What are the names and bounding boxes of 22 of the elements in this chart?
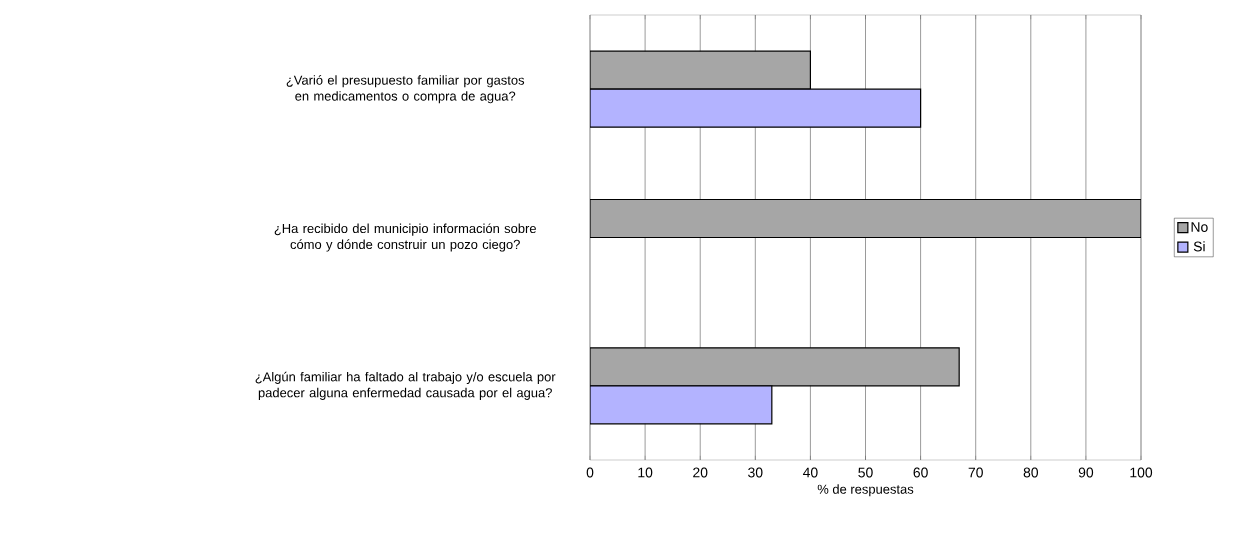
x-tick-label: 40 [802, 467, 818, 478]
x-tick-label: 100 [1130, 467, 1153, 478]
x-tick-label: 30 [748, 467, 763, 478]
x-tick-label: 80 [1023, 467, 1039, 478]
y-tick-label: ¿Algún familiar ha faltado al trabajo y/o escuela por padecer alguna enfermedad causada por el agua? [255, 371, 556, 400]
bar [590, 50, 812, 90]
y-tick-label: ¿Ha recibido del municipio información sobre cómo y dónde construir un pozo ciego? [274, 223, 536, 252]
legend-label: Si [1193, 241, 1205, 252]
bar [590, 88, 922, 128]
x-tick-label: 70 [968, 467, 983, 478]
bar [590, 198, 1142, 239]
x-axis-title: % de respuestas [817, 484, 914, 497]
x-tick-label: 60 [913, 467, 928, 478]
x-tick-label: 90 [1078, 467, 1094, 478]
bar [590, 385, 773, 425]
x-tick-label: 0 [586, 467, 594, 478]
x-tick-label: 50 [858, 467, 873, 478]
y-tick-label: ¿Varió el presupuesto familiar por gastos en medicamentos o compra de agua? [286, 75, 525, 104]
bar [590, 347, 960, 387]
legend-label: No [1191, 222, 1208, 232]
x-tick-label: 20 [693, 467, 708, 478]
x-tick-label: 10 [638, 467, 653, 478]
